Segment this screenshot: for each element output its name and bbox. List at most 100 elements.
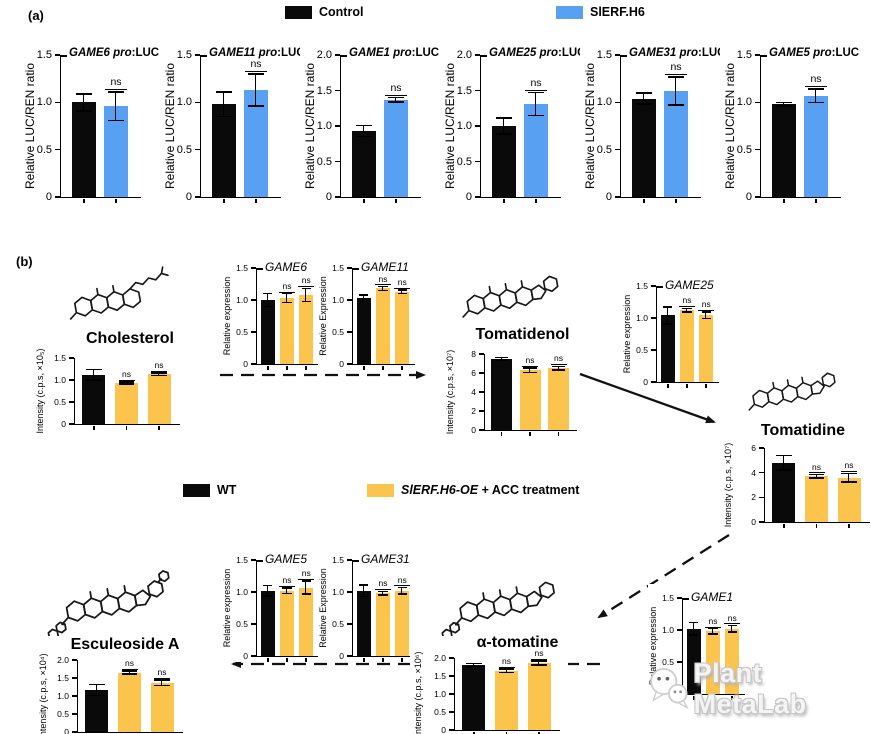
plot-area [256, 268, 319, 365]
chart-title-gene: GAME5 pro [769, 47, 832, 59]
y-tick-mark [615, 196, 620, 198]
plot-area [484, 354, 577, 431]
error-bar [529, 367, 531, 373]
bar-oe_acc [527, 663, 551, 730]
error-cap-top [689, 621, 699, 624]
x-tick-mark [363, 365, 365, 370]
error-bar [693, 622, 695, 636]
y-tick-label: 0.5 [57, 709, 69, 719]
sig-label: ns [394, 575, 411, 587]
y-tick-mark [347, 267, 352, 269]
chart-title-gene: GAME11 [361, 260, 409, 274]
y-tick-label: 1.5 [636, 281, 648, 291]
bar-oe_acc [395, 291, 410, 364]
y-tick-label: 0 [751, 517, 756, 527]
error-bar [267, 293, 269, 307]
error-cap-top [388, 96, 404, 99]
y-tick-mark [195, 54, 200, 56]
watermark: Plant MetaLab [645, 658, 871, 720]
error-bar [125, 382, 127, 384]
error-bar [363, 294, 365, 302]
error-cap-bottom [388, 101, 404, 103]
y-tick-label: 1.5 [434, 671, 446, 681]
x-tick-mark [529, 431, 531, 436]
y-tick-label: 0 [745, 191, 752, 203]
error-cap-top [682, 307, 692, 310]
plot-area [454, 658, 560, 731]
error-cap-bottom [359, 595, 369, 598]
error-cap-top [663, 306, 673, 308]
chart-title-gene: GAME6 pro [69, 47, 132, 59]
legend-oe-rest: + ACC treatment [478, 483, 580, 497]
sig-label: ns [808, 462, 825, 474]
y-axis-label: Relative LUC/REN ratio [163, 62, 177, 190]
error-cap-bottom [378, 289, 388, 292]
bar-control [352, 130, 376, 197]
error-cap-bottom [551, 369, 566, 371]
x-tick-mark [731, 695, 733, 700]
bar-oe_acc [376, 593, 390, 656]
sig-label: ns [105, 76, 127, 90]
y-tick-label: 4 [751, 467, 756, 478]
x-tick-mark [363, 198, 365, 203]
error-cap-bottom [301, 593, 311, 595]
y-tick-label: 1.5 [662, 593, 674, 603]
plot-area [256, 560, 319, 657]
error-cap-top [118, 381, 135, 383]
bar-wt [260, 590, 275, 656]
y-tick-label: 0 [325, 191, 332, 203]
y-tick-mark [55, 101, 60, 104]
error-cap-bottom [701, 317, 711, 320]
sig-label: ns [841, 461, 858, 473]
error-bar [305, 581, 307, 594]
x-tick-mark [505, 731, 508, 734]
error-cap-top [668, 76, 684, 78]
y-tick-mark [347, 591, 352, 593]
alpha-tomatine-structure [441, 581, 555, 636]
error-cap-top [378, 590, 388, 593]
error-bar [255, 73, 257, 107]
y-tick-label: 0.5 [176, 143, 192, 156]
bar-control [632, 98, 656, 197]
y-tick-mark [475, 125, 480, 127]
error-cap-top [776, 454, 792, 457]
error-bar [382, 591, 384, 596]
bar-sierf_h6 [524, 103, 548, 197]
x-tick-mark [783, 523, 785, 528]
error-bar [382, 286, 384, 291]
error-cap-bottom [356, 135, 372, 138]
plot-area [340, 55, 421, 198]
error-cap-top [841, 472, 857, 475]
y-tick-mark [72, 677, 77, 679]
error-cap-bottom [154, 684, 170, 687]
y-tick-label: 1.0 [176, 96, 192, 109]
error-cap-top [282, 292, 292, 295]
y-tick-label: 1.5 [236, 263, 248, 273]
sig-label: ns [805, 74, 827, 88]
y-tick-label: 4 [471, 387, 476, 397]
chart-title: GAME5 pro:LUC [769, 47, 859, 59]
panel-b-label: (b) [16, 254, 33, 269]
y-tick-mark [479, 391, 484, 393]
sig-label: ns [121, 659, 138, 671]
y-tick-label: 1.0 [316, 120, 332, 132]
bar-oe_acc [680, 310, 694, 382]
y-tick-label: 0.5 [36, 143, 52, 156]
plot-area [352, 268, 415, 365]
bar-oe_acc [548, 368, 570, 430]
axis-top-cap [256, 268, 263, 270]
y-tick-label: 1.0 [57, 691, 69, 701]
error-bar [223, 91, 225, 117]
y-tick-mark [347, 299, 352, 301]
y-tick-mark [759, 471, 764, 474]
error-bar [712, 628, 714, 634]
error-bar [848, 473, 850, 482]
chart-title: GAME6 pro:LUC [69, 47, 159, 59]
error-cap-bottom [263, 305, 273, 308]
error-bar [535, 92, 537, 116]
error-bar [93, 369, 95, 380]
chart-title-suffix: :LUC [131, 47, 160, 59]
error-bar [395, 97, 397, 102]
y-tick-mark [677, 661, 682, 663]
